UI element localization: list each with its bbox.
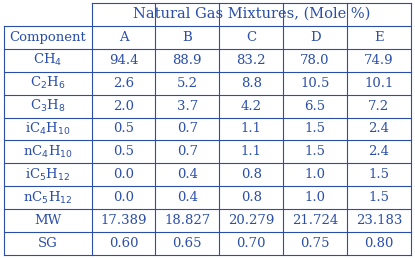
Text: 94.4: 94.4 [109,54,138,67]
Text: 0.70: 0.70 [237,237,266,251]
Text: 1.5: 1.5 [369,191,389,204]
Text: 1.0: 1.0 [305,168,326,181]
Text: 78.0: 78.0 [300,54,330,67]
Text: E: E [374,30,384,44]
Text: Component: Component [10,30,86,44]
Text: 1.5: 1.5 [305,123,326,135]
Text: 0.0: 0.0 [113,191,134,204]
Text: CH$_4$: CH$_4$ [33,52,62,68]
Text: A: A [119,30,128,44]
Text: 1.0: 1.0 [305,191,326,204]
Text: SG: SG [38,237,58,251]
Text: 4.2: 4.2 [241,100,262,112]
Text: 83.2: 83.2 [237,54,266,67]
Text: 88.9: 88.9 [173,54,202,67]
Text: 1.5: 1.5 [369,168,389,181]
Text: 10.5: 10.5 [300,77,330,90]
Text: 0.5: 0.5 [113,146,134,158]
Text: 0.0: 0.0 [113,168,134,181]
Text: 20.279: 20.279 [228,214,274,228]
Text: D: D [310,30,320,44]
Text: 1.5: 1.5 [305,146,326,158]
Text: MW: MW [34,214,61,228]
Text: 2.4: 2.4 [369,146,389,158]
Text: 17.389: 17.389 [100,214,147,228]
Text: 2.6: 2.6 [113,77,134,90]
Text: iC$_4$H$_{10}$: iC$_4$H$_{10}$ [25,121,71,137]
Text: 3.7: 3.7 [177,100,198,112]
Text: 1.1: 1.1 [241,123,262,135]
Text: C: C [246,30,256,44]
Text: 2.4: 2.4 [369,123,389,135]
Text: 74.9: 74.9 [364,54,394,67]
Text: 0.75: 0.75 [300,237,330,251]
Text: 1.1: 1.1 [241,146,262,158]
Text: 0.60: 0.60 [109,237,138,251]
Text: 0.8: 0.8 [241,191,262,204]
Text: 10.1: 10.1 [364,77,393,90]
Text: C$_3$H$_8$: C$_3$H$_8$ [30,98,66,114]
Text: Natural Gas Mixtures, (Mole %): Natural Gas Mixtures, (Mole %) [132,7,370,21]
Text: nC$_5$H$_{12}$: nC$_5$H$_{12}$ [23,190,73,206]
Text: 0.65: 0.65 [173,237,202,251]
Text: 0.8: 0.8 [241,168,262,181]
Text: 0.5: 0.5 [113,123,134,135]
Text: 0.7: 0.7 [177,123,198,135]
Text: 21.724: 21.724 [292,214,338,228]
Text: 18.827: 18.827 [164,214,210,228]
Text: 23.183: 23.183 [356,214,402,228]
Text: nC$_4$H$_{10}$: nC$_4$H$_{10}$ [23,144,73,160]
Text: B: B [183,30,192,44]
Text: 2.0: 2.0 [113,100,134,112]
Text: 5.2: 5.2 [177,77,198,90]
Text: 0.4: 0.4 [177,168,198,181]
Text: iC$_5$H$_{12}$: iC$_5$H$_{12}$ [25,167,71,183]
Text: C$_2$H$_6$: C$_2$H$_6$ [30,75,66,91]
Text: 0.80: 0.80 [364,237,393,251]
Text: 7.2: 7.2 [369,100,390,112]
Text: 0.4: 0.4 [177,191,198,204]
Text: 6.5: 6.5 [305,100,326,112]
Text: 8.8: 8.8 [241,77,262,90]
Text: 0.7: 0.7 [177,146,198,158]
